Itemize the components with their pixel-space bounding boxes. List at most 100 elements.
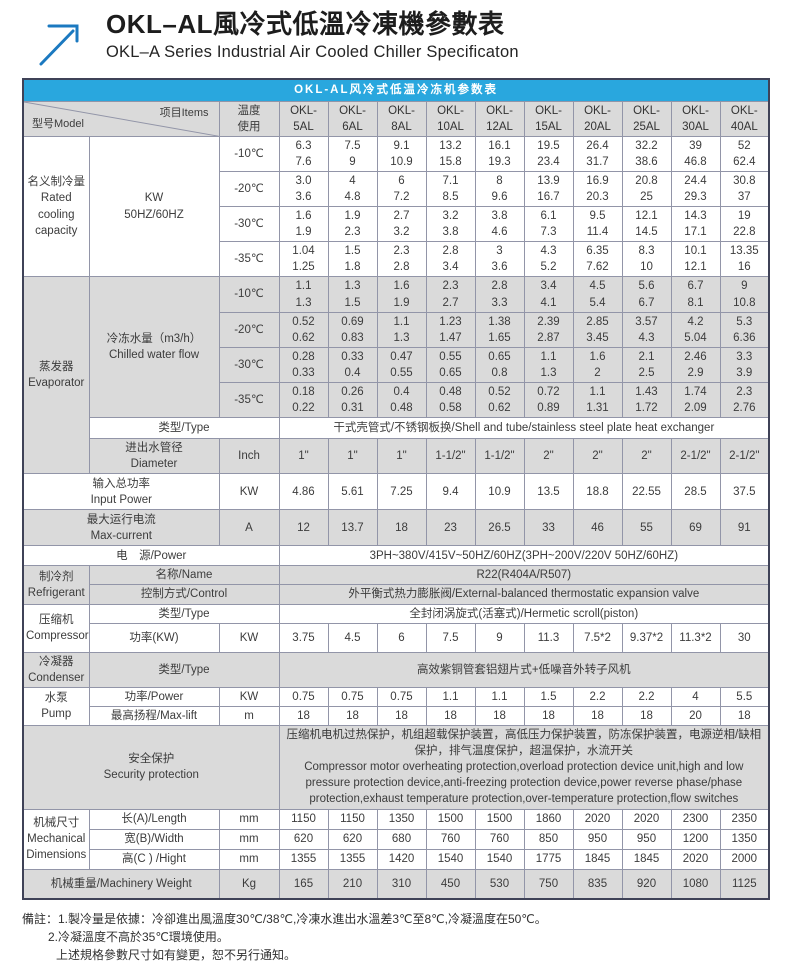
data-cell: 26.5 <box>474 509 525 547</box>
table-row: OKL-AL风冷式低温冷冻机参数表 <box>22 78 770 102</box>
row-label: KW <box>218 473 280 511</box>
data-cell: 1-1/2" <box>474 438 525 475</box>
model-items-corner-cell: 型号Model 项目Items <box>22 100 220 137</box>
row-label: 外平衡式热力膨胀阀/External-balanced thermostatic… <box>278 584 770 605</box>
data-cell: 4 4.8 <box>327 170 378 208</box>
data-cell: 0.47 0.55 <box>376 346 427 384</box>
table-row: 类型/Type 干式壳管式/不锈钢板换/Shell and tube/stainl… <box>23 417 770 440</box>
row-label: A <box>218 509 280 547</box>
row-label: 名义制冷量 Rated cooling capacity <box>22 135 90 278</box>
data-cell: 6 7.2 <box>376 170 427 208</box>
data-cell: 3.57 4.3 <box>621 311 672 348</box>
data-cell: 750 <box>523 868 574 900</box>
data-cell: 0.18 0.22 <box>278 381 329 419</box>
row-label: 高效紫铜管套铝翅片式+低噪音外转子风机 <box>278 651 770 688</box>
data-cell: 0.75 <box>327 686 378 707</box>
data-cell: 2.2 <box>621 686 672 707</box>
data-cell: 1150 <box>327 808 378 830</box>
data-cell: 39 46.8 <box>670 135 721 172</box>
data-cell: 2.3 2.8 <box>376 241 427 278</box>
data-cell: 2020 <box>572 808 623 830</box>
row-label: -30℃ <box>218 346 280 384</box>
page-subtitle: OKL–A Series Industrial Air Cooled Chill… <box>106 42 519 61</box>
row-label: 压缩机 Compressor <box>22 603 90 653</box>
data-cell: 1.1 1.3 <box>278 276 329 313</box>
data-cell: 52 62.4 <box>719 135 770 172</box>
data-cell: 1.38 1.65 <box>474 311 525 348</box>
model-column-header: OKL- 10AL <box>425 100 476 137</box>
data-cell: 2.8 3.4 <box>425 241 476 278</box>
data-cell: 1540 <box>474 848 525 870</box>
data-cell: 5.3 6.36 <box>719 311 770 348</box>
data-cell: 32.2 38.6 <box>621 135 672 172</box>
data-cell: 2" <box>621 438 672 475</box>
table-row: 宽(B)/Width mm 620 620 680 760 760 850 950 950 1200… <box>23 828 770 850</box>
row-label: 制冷剂 Refrigerant <box>22 565 90 605</box>
data-cell: 7.5 <box>425 622 476 653</box>
data-cell: 9.5 11.4 <box>572 206 623 243</box>
data-cell: 0.69 0.83 <box>327 311 378 348</box>
row-label: -20℃ <box>218 170 280 208</box>
model-column-header: OKL- 25AL <box>621 100 672 137</box>
data-cell: 165 <box>278 868 329 900</box>
model-column-header: OKL- 30AL <box>670 100 721 137</box>
data-cell: 1080 <box>670 868 721 900</box>
data-cell: 2000 <box>719 848 770 870</box>
row-label: 名称/Name <box>88 565 280 586</box>
row-label: 最高扬程/Max-lift <box>88 705 220 727</box>
data-cell: 0.65 0.8 <box>474 346 525 384</box>
model-column-header: OKL- 8AL <box>376 100 427 137</box>
data-cell: 920 <box>621 868 672 900</box>
data-cell: 7.5 9 <box>327 135 378 172</box>
data-cell: 1.6 1.9 <box>278 206 329 243</box>
data-cell: 4.5 5.4 <box>572 276 623 313</box>
data-cell: 1500 <box>474 808 525 830</box>
data-cell: 2020 <box>621 808 672 830</box>
data-cell: 1860 <box>523 808 574 830</box>
data-cell: 6.3 7.6 <box>278 135 329 172</box>
row-label: -35℃ <box>218 381 280 419</box>
table-row: 输入总功率 Input Power KW 4.86 5.61 7.25 9.4 10.9 13… <box>22 473 770 511</box>
model-column-header: OKL- 40AL <box>719 100 770 137</box>
data-cell: 20.8 25 <box>621 170 672 208</box>
data-cell: 2-1/2" <box>670 438 721 475</box>
data-cell: 1.23 1.47 <box>425 311 476 348</box>
row-label: -35℃ <box>218 241 280 278</box>
table-row: 机械尺寸 Mechanical Dimensions 长(A)/Length mm 1… <box>22 808 770 870</box>
table-row: 最大运行电流 Max-current A 12 13.7 18 23 26.5 33 46 55 6… <box>22 509 770 547</box>
data-cell: 18 <box>278 705 329 727</box>
spec-table: OKL-AL风冷式低温冷冻机参数表 型号Model 项目Items 温度 使用 OKL-… <box>22 78 771 900</box>
data-cell: 0.52 0.62 <box>278 311 329 348</box>
data-cell: 28.5 <box>670 473 721 511</box>
data-cell: 0.72 0.89 <box>523 381 574 419</box>
data-cell: 91 <box>719 509 770 547</box>
row-label: Inch <box>218 438 280 475</box>
row-label: 宽(B)/Width <box>88 828 220 850</box>
row-label: mm <box>218 828 280 850</box>
data-cell: 2.39 2.87 <box>523 311 574 348</box>
data-cell: 13.7 <box>327 509 378 547</box>
data-cell: 1350 <box>719 828 770 850</box>
data-cell: 950 <box>572 828 623 850</box>
data-cell: 0.48 0.58 <box>425 381 476 419</box>
data-cell: 4.3 5.2 <box>523 241 574 278</box>
table-row: -30℃ 1.6 1.9 1.9 2.3 2.7 3.2 3.2 3.8 3.8 4.6 6… <box>23 206 770 243</box>
data-cell: 18 <box>474 705 525 727</box>
row-label: 电 源/Power <box>22 545 280 567</box>
data-cell: 12.1 14.5 <box>621 206 672 243</box>
data-cell: 760 <box>474 828 525 850</box>
data-cell: 850 <box>523 828 574 850</box>
data-cell: 0.28 0.33 <box>278 346 329 384</box>
data-cell: 3.8 4.6 <box>474 206 525 243</box>
data-cell: 1.1 1.3 <box>376 311 427 348</box>
data-cell: 30.8 37 <box>719 170 770 208</box>
data-cell: 26.4 31.7 <box>572 135 623 172</box>
data-cell: 11.3 <box>523 622 574 653</box>
table-row: 名义制冷量 Rated cooling capacity KW 50HZ/60HZ… <box>22 135 770 278</box>
data-cell: 9 <box>474 622 525 653</box>
data-cell: 310 <box>376 868 427 900</box>
data-cell: 2.8 3.3 <box>474 276 525 313</box>
row-label: R22(R404A/R507) <box>278 565 770 586</box>
data-cell: 19.5 23.4 <box>523 135 574 172</box>
data-cell: 16.9 20.3 <box>572 170 623 208</box>
